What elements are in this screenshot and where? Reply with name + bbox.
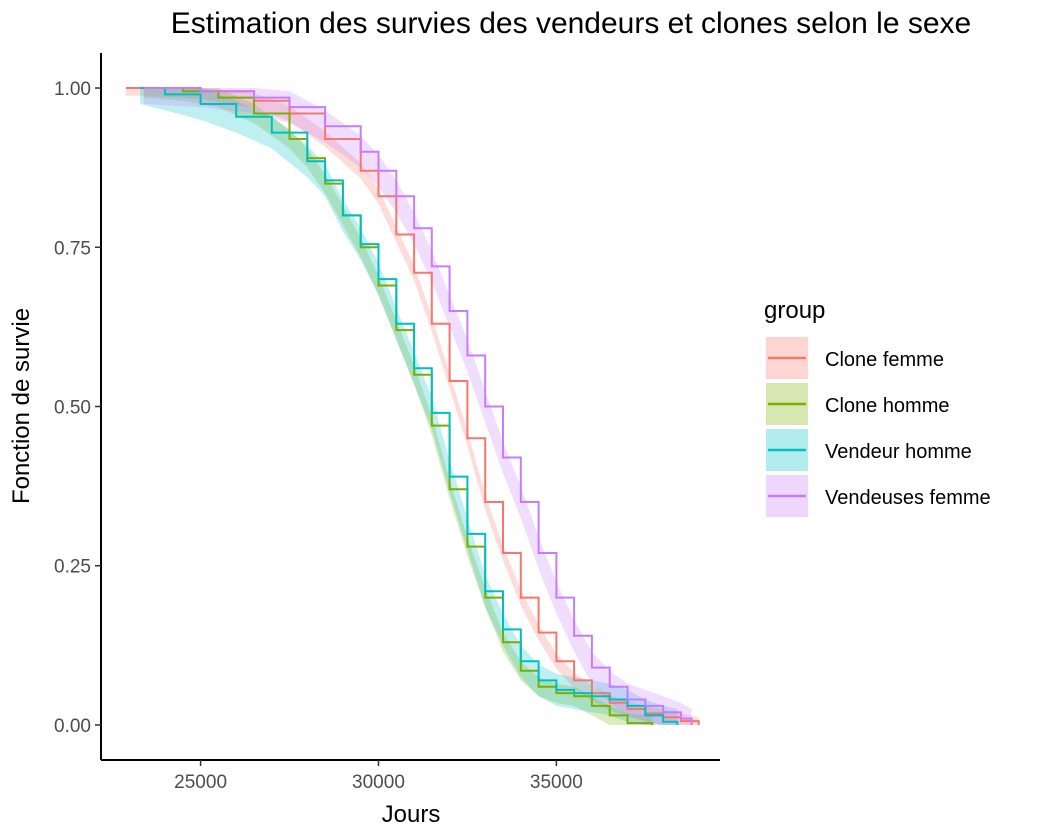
x-axis-ticks: 25000 30000 35000	[174, 760, 583, 793]
x-tick-label: 35000	[530, 772, 583, 793]
line-vendeuses-femme	[143, 87, 693, 725]
legend-label: Clone homme	[825, 395, 950, 417]
y-tick-label: 0.25	[54, 557, 91, 578]
line-vendeur-homme	[140, 87, 679, 725]
legend-item-vendeuses-femme: Vendeuses femme	[766, 475, 991, 517]
x-tick-label: 25000	[174, 772, 227, 793]
legend-items: Clone femme Clone homme Vendeur homme Vende…	[766, 337, 991, 517]
legend-label: Vendeuses femme	[825, 487, 991, 509]
y-tick-label: 0.50	[54, 398, 91, 419]
legend-item-clone-homme: Clone homme	[766, 383, 950, 425]
legend-item-vendeur-homme: Vendeur homme	[766, 429, 972, 471]
x-tick-label: 30000	[352, 772, 405, 793]
y-axis-ticks: 0.00 0.25 0.50 0.75 1.00	[54, 79, 101, 737]
x-axis-label: Jours	[382, 801, 441, 828]
legend-title: group	[764, 297, 825, 324]
y-axis-label: Fonction de survie	[8, 308, 35, 504]
confidence-bands	[125, 88, 699, 725]
line-clone-femme	[125, 87, 700, 725]
y-tick-label: 1.00	[54, 79, 91, 100]
legend-label: Vendeur homme	[825, 441, 972, 463]
y-tick-label: 0.75	[54, 238, 91, 259]
band-vendeuses-femme	[143, 88, 692, 725]
legend: group Clone femme Clone homme Vendeur homm…	[764, 297, 991, 517]
survival-lines	[125, 87, 700, 725]
band-vendeur-homme	[140, 88, 678, 725]
legend-item-clone-femme: Clone femme	[766, 337, 944, 379]
band-clone-femme	[125, 88, 699, 725]
chart-title: Estimation des survies des vendeurs et c…	[171, 7, 971, 40]
line-clone-homme	[143, 87, 654, 725]
legend-label: Clone femme	[825, 349, 944, 371]
y-tick-label: 0.00	[54, 716, 91, 737]
